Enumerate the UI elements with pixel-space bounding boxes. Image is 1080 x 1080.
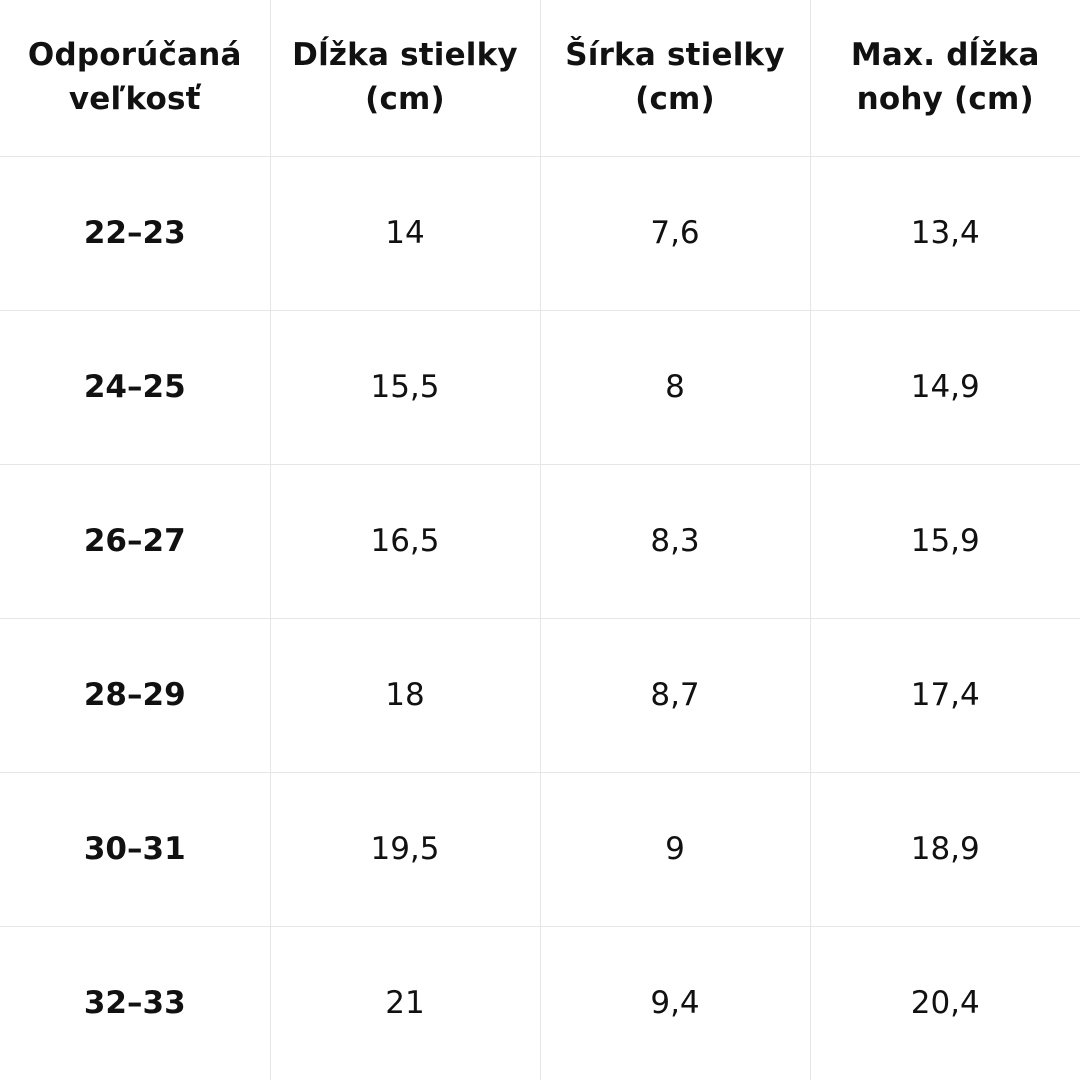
- header-insole-width: Šírka stielky (cm): [539, 0, 811, 157]
- table-row: 22–23 14 7,6 13,4: [0, 155, 1080, 311]
- insole-width-cell: 7,6: [539, 155, 811, 311]
- max-foot-length-cell: 20,4: [809, 925, 1080, 1080]
- header-insole-length: Dĺžka stielky (cm): [269, 0, 541, 157]
- table-row: 30–31 19,5 9 18,9: [0, 771, 1080, 927]
- size-cell: 22–23: [0, 155, 271, 311]
- size-cell: 30–31: [0, 771, 271, 927]
- insole-length-cell: 15,5: [269, 309, 541, 465]
- insole-width-cell: 9: [539, 771, 811, 927]
- size-cell: 32–33: [0, 925, 271, 1080]
- insole-length-cell: 21: [269, 925, 541, 1080]
- header-row: Odporúčaná veľkosť Dĺžka stielky (cm) Ší…: [0, 0, 1080, 157]
- table-row: 32–33 21 9,4 20,4: [0, 925, 1080, 1080]
- table-row: 26–27 16,5 8,3 15,9: [0, 463, 1080, 619]
- size-cell: 24–25: [0, 309, 271, 465]
- max-foot-length-cell: 13,4: [809, 155, 1080, 311]
- max-foot-length-cell: 18,9: [809, 771, 1080, 927]
- size-cell: 28–29: [0, 617, 271, 773]
- size-cell: 26–27: [0, 463, 271, 619]
- insole-length-cell: 16,5: [269, 463, 541, 619]
- insole-length-cell: 18: [269, 617, 541, 773]
- max-foot-length-cell: 15,9: [809, 463, 1080, 619]
- insole-width-cell: 8: [539, 309, 811, 465]
- insole-width-cell: 9,4: [539, 925, 811, 1080]
- header-max-foot-length: Max. dĺžka nohy (cm): [809, 0, 1080, 157]
- table-row: 24–25 15,5 8 14,9: [0, 309, 1080, 465]
- insole-length-cell: 19,5: [269, 771, 541, 927]
- max-foot-length-cell: 17,4: [809, 617, 1080, 773]
- max-foot-length-cell: 14,9: [809, 309, 1080, 465]
- header-recommended-size: Odporúčaná veľkosť: [0, 0, 271, 157]
- table-row: 28–29 18 8,7 17,4: [0, 617, 1080, 773]
- insole-width-cell: 8,3: [539, 463, 811, 619]
- insole-width-cell: 8,7: [539, 617, 811, 773]
- insole-length-cell: 14: [269, 155, 541, 311]
